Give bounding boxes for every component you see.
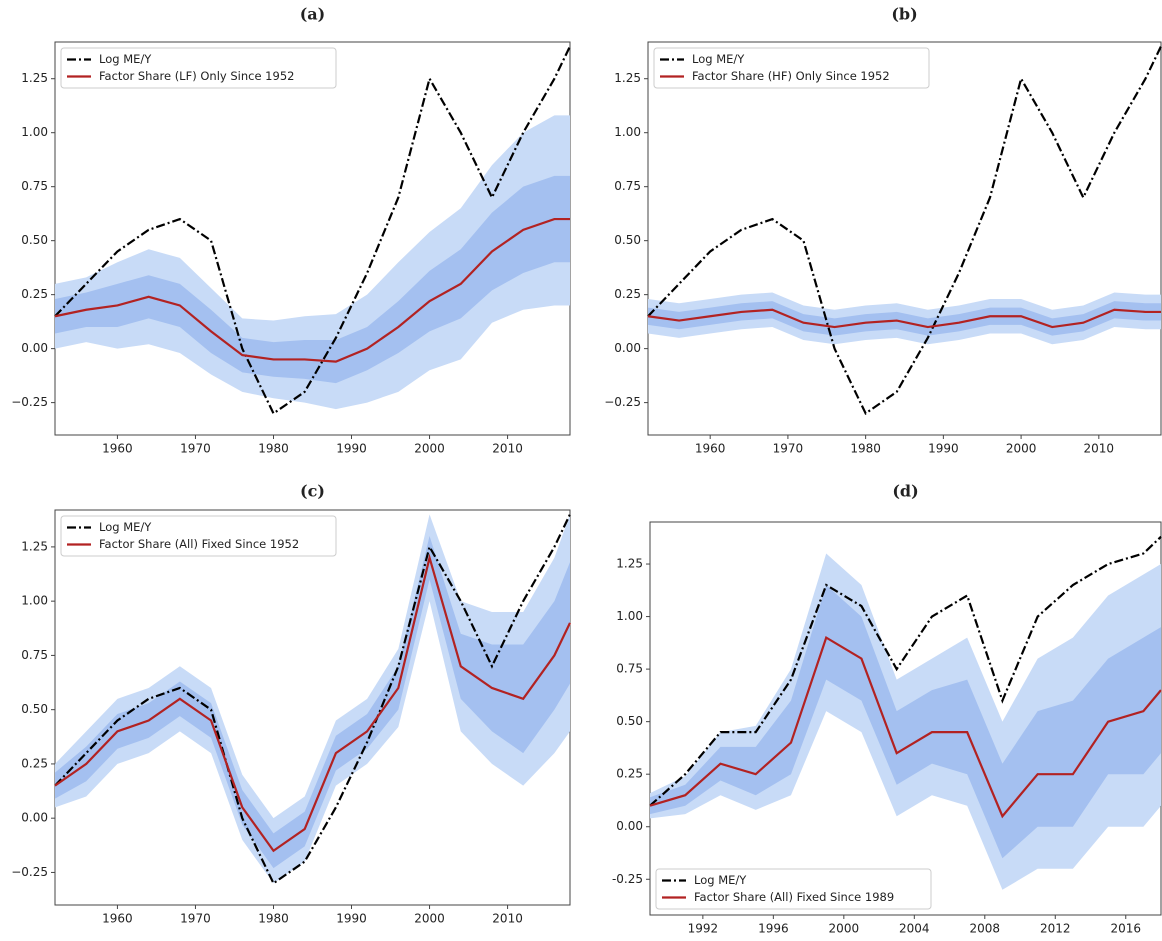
- y-tick-label: −0.25: [604, 395, 641, 409]
- legend-label: Factor Share (All) Fixed Since 1952: [99, 537, 299, 551]
- panel: (a) −0.25 0.00 0.25 0.50 0.75 1.00 1.25 1960 1970…: [11, 5, 571, 456]
- x-tick-label: 2000: [414, 442, 445, 456]
- y-tick-label: -0.25: [612, 872, 643, 886]
- legend-label: Log ME/Y: [694, 873, 747, 887]
- legend-box: [60, 515, 337, 557]
- legend-box: [655, 868, 932, 910]
- series-line: [647, 45, 1162, 416]
- y-tick-label: 0.75: [21, 648, 48, 662]
- legend-label: Factor Share (LF) Only Since 1952: [99, 69, 294, 83]
- series-line: [649, 535, 1162, 807]
- x-tick-label: 1980: [258, 442, 289, 456]
- x-tick-label: 2010: [492, 442, 523, 456]
- legend-label: Log ME/Y: [99, 520, 152, 534]
- y-tick-label: 0.25: [21, 287, 48, 301]
- band: [55, 175, 570, 384]
- x-tick-label: 2008: [970, 922, 1001, 936]
- legend-label: Log ME/Y: [692, 52, 745, 66]
- y-tick-label: 0.00: [616, 819, 643, 833]
- y-tick-label: 1.00: [616, 609, 643, 623]
- legend-box: [60, 47, 337, 89]
- y-tick-label: 0.75: [614, 179, 641, 193]
- series-line: [54, 45, 571, 416]
- x-tick-label: 2000: [414, 912, 445, 926]
- series-line: [54, 513, 571, 885]
- band: [650, 585, 1161, 859]
- y-tick-label: 0.25: [614, 287, 641, 301]
- x-tick-label: 1992: [688, 922, 719, 936]
- x-tick-label: 2000: [829, 922, 860, 936]
- x-tick-label: 1970: [180, 442, 211, 456]
- panel-title: (c): [300, 482, 325, 501]
- x-tick-label: 1960: [102, 442, 133, 456]
- x-tick-label: 2004: [899, 922, 930, 936]
- y-tick-label: 0.75: [21, 179, 48, 193]
- x-tick-label: 1980: [850, 442, 881, 456]
- legend-label: Log ME/Y: [99, 52, 152, 66]
- series-line: [647, 308, 1161, 329]
- y-tick-label: −0.25: [11, 395, 48, 409]
- x-tick-label: 1970: [180, 912, 211, 926]
- y-tick-label: 0.25: [616, 767, 643, 781]
- panel-title: (a): [300, 5, 326, 24]
- y-tick-label: 0.00: [21, 811, 48, 825]
- y-tick-label: 1.00: [21, 594, 48, 608]
- y-tick-label: 0.50: [21, 233, 48, 247]
- panel: (d) -0.25 0.00 0.25 0.50 0.75 1.00 1.25 1992 1996…: [612, 482, 1162, 936]
- plot-frame: [647, 41, 1162, 436]
- x-tick-label: 1990: [336, 442, 367, 456]
- y-tick-label: 0.75: [616, 662, 643, 676]
- x-tick-label: 1970: [773, 442, 804, 456]
- x-tick-label: 1980: [258, 912, 289, 926]
- y-tick-label: 1.00: [21, 125, 48, 139]
- y-tick-label: 1.25: [616, 557, 643, 571]
- series-line: [649, 635, 1162, 819]
- x-tick-label: 1990: [336, 912, 367, 926]
- y-tick-label: 1.25: [21, 539, 48, 553]
- y-tick-label: 1.00: [614, 125, 641, 139]
- panel-title: (d): [892, 482, 918, 501]
- y-tick-label: 1.25: [21, 71, 48, 85]
- panel: (c) −0.25 0.00 0.25 0.50 0.75 1.00 1.25 1960 1970…: [11, 482, 571, 926]
- y-tick-label: 0.00: [614, 341, 641, 355]
- y-tick-label: 0.50: [616, 714, 643, 728]
- panel: (b) −0.25 0.00 0.25 0.50 0.75 1.00 1.25 1960 1970…: [604, 5, 1162, 456]
- y-tick-label: 1.25: [614, 71, 641, 85]
- y-tick-label: −0.25: [11, 865, 48, 879]
- y-tick-label: 0.00: [21, 341, 48, 355]
- x-tick-label: 1960: [102, 912, 133, 926]
- panel-title: (b): [891, 5, 917, 24]
- legend-label: Factor Share (All) Fixed Since 1989: [694, 890, 894, 904]
- series-line: [54, 553, 571, 853]
- y-tick-label: 0.50: [614, 233, 641, 247]
- band: [55, 115, 570, 410]
- x-tick-label: 2010: [1084, 442, 1115, 456]
- x-tick-label: 2010: [492, 912, 523, 926]
- x-tick-label: 1990: [928, 442, 959, 456]
- band: [648, 301, 1161, 336]
- x-tick-label: 2016: [1110, 922, 1141, 936]
- y-tick-label: 0.50: [21, 702, 48, 716]
- y-tick-label: 0.25: [21, 756, 48, 770]
- band: [55, 536, 570, 869]
- x-tick-label: 1960: [695, 442, 726, 456]
- x-tick-label: 2012: [1040, 922, 1071, 936]
- x-tick-label: 1996: [758, 922, 789, 936]
- legend-label: Factor Share (HF) Only Since 1952: [692, 69, 890, 83]
- legend-box: [653, 47, 930, 89]
- x-tick-label: 2000: [1006, 442, 1037, 456]
- series-line: [54, 217, 570, 363]
